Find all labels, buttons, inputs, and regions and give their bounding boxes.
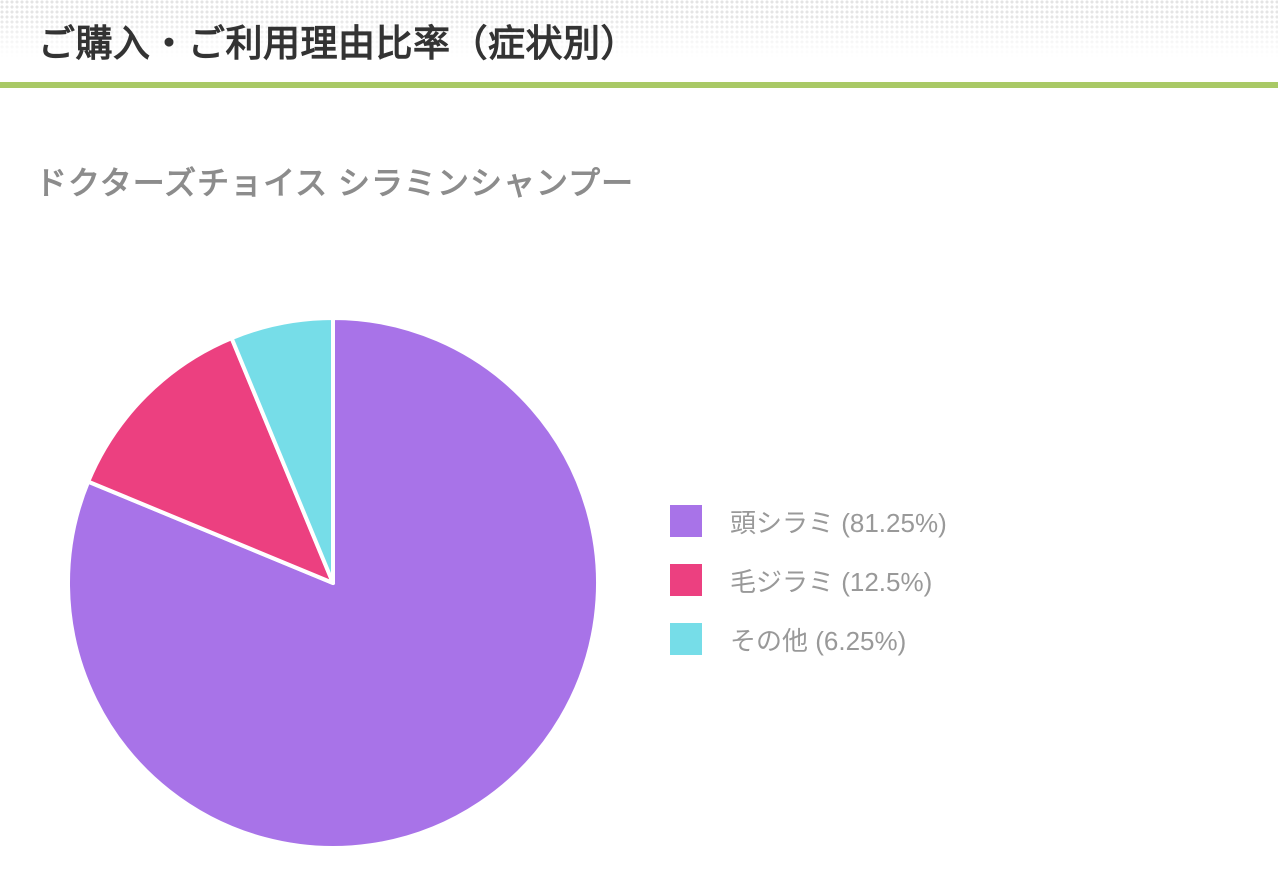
legend-swatch-icon	[670, 564, 702, 596]
legend-label: 頭シラミ (81.25%)	[730, 507, 947, 538]
chart-legend: 頭シラミ (81.25%) 毛ジラミ (12.5%) その他 (6.25%)	[670, 505, 947, 682]
page-header: ご購入・ご利用理由比率（症状別）	[0, 0, 1278, 88]
legend-item-頭シラミ[interactable]: 頭シラミ (81.25%)	[670, 505, 947, 538]
legend-item-その他[interactable]: その他 (6.25%)	[670, 623, 947, 656]
legend-swatch-icon	[670, 623, 702, 655]
legend-swatch-icon	[670, 505, 702, 537]
legend-item-毛ジラミ[interactable]: 毛ジラミ (12.5%)	[670, 564, 947, 597]
legend-label: 毛ジラミ (12.5%)	[730, 566, 933, 597]
chart-subtitle: ドクターズチョイス シラミンシャンプー	[35, 165, 635, 201]
page-title: ご購入・ご利用理由比率（症状別）	[38, 23, 638, 64]
pie-chart	[66, 316, 600, 850]
pie-slice-その他[interactable]	[229, 316, 335, 585]
pie-slice-毛ジラミ[interactable]	[86, 336, 335, 585]
legend-label: その他 (6.25%)	[730, 625, 907, 656]
